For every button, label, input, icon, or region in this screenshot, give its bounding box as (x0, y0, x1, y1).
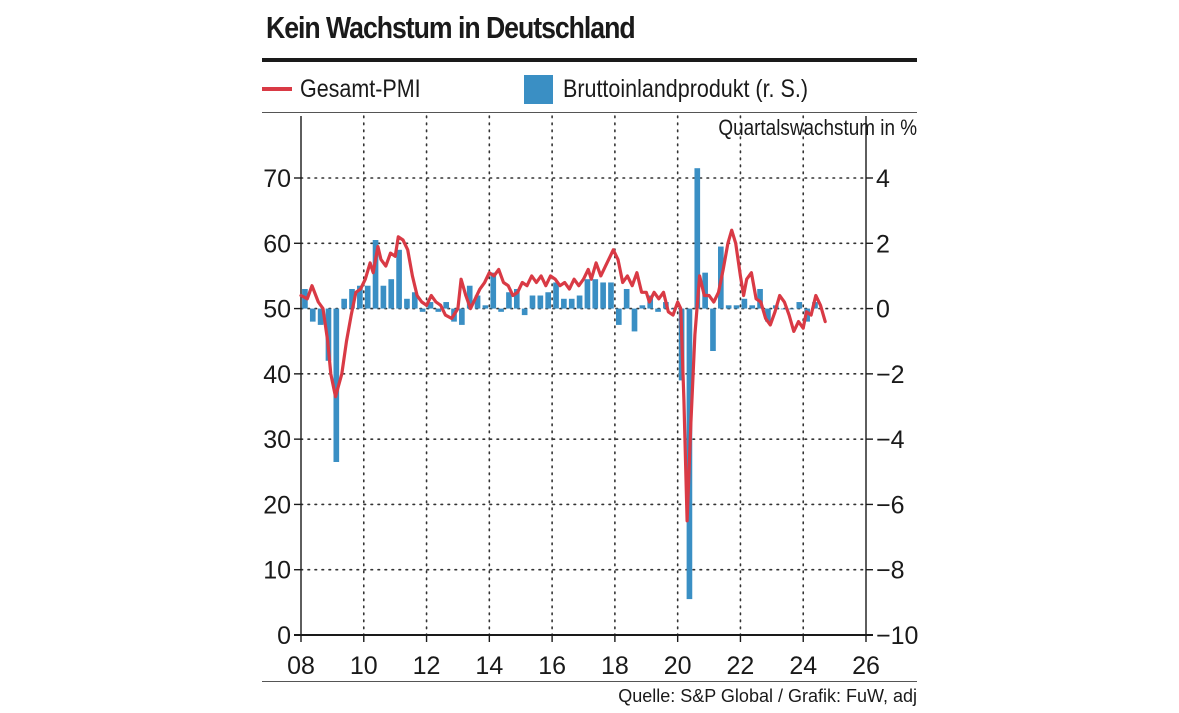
gdp-bar (537, 295, 544, 309)
gdp-bar (710, 308, 716, 352)
legend-label-gdp: Bruttoinlandprodukt (r. S.) (563, 74, 808, 103)
gdp-bar (521, 308, 528, 316)
chart-title: Kein Wachstum in Deutschland (266, 10, 636, 45)
gdp-bar (757, 288, 763, 309)
x-tick-label: 24 (789, 652, 817, 680)
x-tick-label: 20 (664, 652, 692, 680)
gdp-bar (749, 305, 756, 309)
gdp-bar (702, 272, 708, 309)
left-tick-label: 60 (263, 230, 291, 258)
gdp-bar (396, 249, 402, 309)
gdp-bar (364, 285, 371, 309)
gdp-bar (459, 308, 465, 325)
gdp-bar (333, 308, 340, 462)
left-tick-label: 10 (263, 557, 291, 585)
gdp-bar (349, 288, 355, 309)
right-tick-label: 2 (876, 230, 890, 258)
legend-bar-swatch (524, 74, 553, 104)
gdp-bar (529, 295, 536, 309)
legend-label-pmi: Gesamt-PMI (300, 74, 421, 103)
legend-item-pmi: Gesamt-PMI (262, 72, 440, 106)
gdp-bar (466, 285, 473, 309)
gdp-bar (490, 272, 497, 309)
right-tick-label: −6 (876, 491, 905, 519)
gdp-bar (733, 305, 740, 309)
gdp-bar (411, 292, 418, 309)
gdp-bar (474, 295, 481, 309)
right-tick-label: 0 (876, 296, 890, 324)
legend-line-swatch (262, 87, 292, 91)
right-tick-label: 4 (876, 165, 890, 193)
legend-rule (262, 112, 917, 113)
gdp-bar (357, 285, 363, 309)
gdp-bar (513, 288, 520, 309)
gdp-bar (482, 305, 489, 309)
gdp-bar (780, 308, 787, 310)
gdp-bar (341, 298, 347, 309)
x-tick-label: 12 (413, 652, 441, 680)
gdp-bar (309, 308, 316, 322)
gdp-bar (741, 298, 748, 309)
gdp-bar (372, 240, 379, 309)
gdp-bar (623, 288, 630, 309)
gdp-bar (592, 279, 599, 309)
left-tick-label: 40 (263, 361, 291, 389)
x-tick-label: 14 (475, 652, 503, 680)
source-note: Quelle: S&P Global / Grafik: FuW, adj (618, 686, 917, 706)
gdp-bar (725, 305, 732, 309)
x-tick-label: 10 (350, 652, 378, 680)
gdp-bar (608, 282, 614, 309)
right-tick-label: −10 (876, 622, 918, 650)
right-tick-label: −2 (876, 361, 905, 389)
source-rule (262, 681, 917, 682)
left-tick-label: 30 (263, 426, 291, 454)
gdp-bar (317, 308, 324, 325)
x-tick-label: 26 (852, 652, 880, 680)
gdp-bar (615, 308, 622, 325)
gdp-bar (561, 298, 567, 309)
right-axis-title: Quartalswachstum in % (718, 115, 917, 140)
gdp-bar (545, 292, 552, 309)
legend-item-gdp: Bruttoinlandprodukt (r. S.) (524, 72, 848, 106)
x-tick-label: 22 (727, 652, 755, 680)
gdp-bar (325, 308, 332, 361)
gdp-bar (788, 308, 795, 310)
x-tick-label: 16 (538, 652, 566, 680)
right-tick-label: −4 (876, 426, 905, 454)
gdp-bar (584, 279, 591, 309)
gdp-bar (435, 308, 442, 312)
left-tick-label: 0 (277, 622, 291, 650)
left-tick-label: 50 (263, 296, 291, 324)
gdp-bar (631, 308, 638, 332)
gdp-bar (443, 302, 449, 309)
x-tick-label: 08 (287, 652, 315, 680)
gdp-bar (427, 302, 434, 309)
title-rule (262, 58, 917, 62)
gdp-bar (419, 308, 426, 312)
gdp-bar (388, 279, 395, 309)
gdp-bar (796, 302, 803, 309)
gdp-bar (655, 308, 661, 312)
gdp-bar (765, 308, 771, 322)
left-tick-label: 70 (263, 165, 291, 193)
gdp-bar (576, 295, 583, 309)
gdp-bar (568, 298, 575, 309)
gdp-bar (380, 285, 387, 309)
pmi-line (299, 228, 827, 523)
right-tick-label: −8 (876, 557, 905, 585)
left-tick-label: 20 (263, 491, 291, 519)
gdp-bar (639, 305, 646, 309)
gdp-bar (553, 282, 559, 309)
gdp-bar (506, 292, 512, 309)
gdp-bar (600, 282, 606, 309)
gdp-bar (498, 308, 504, 312)
gdp-bar (404, 298, 410, 309)
x-tick-label: 18 (601, 652, 629, 680)
gdp-bar (694, 168, 701, 309)
